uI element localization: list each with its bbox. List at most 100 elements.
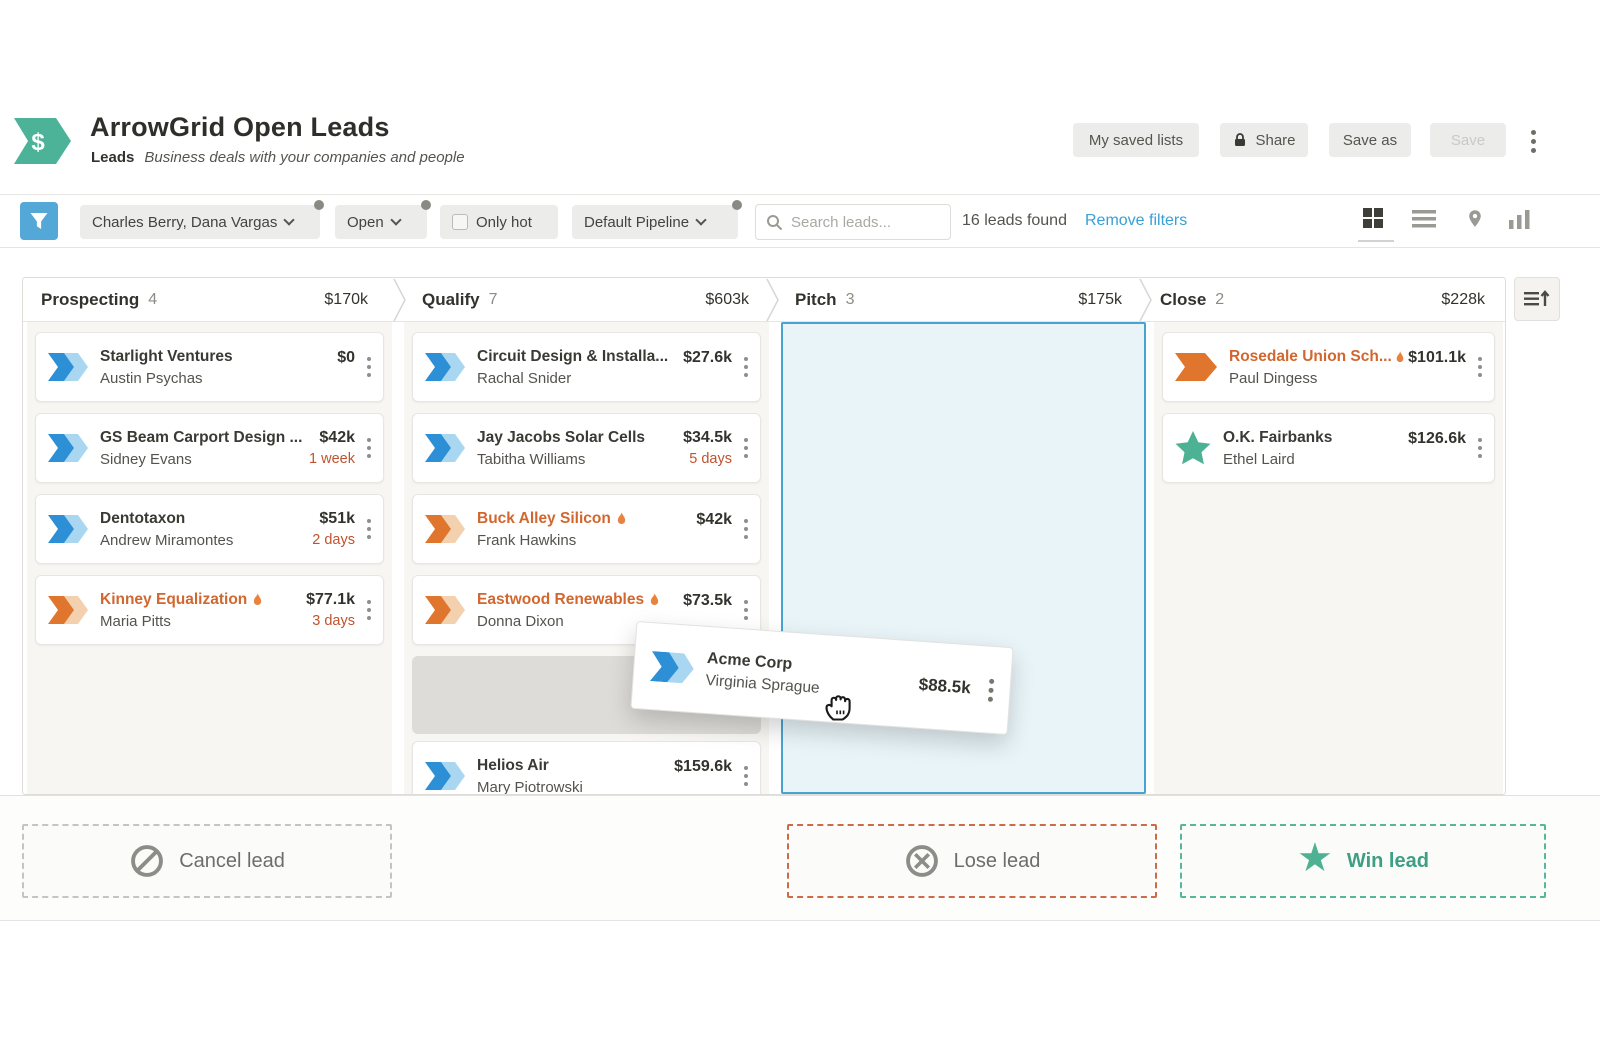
lead-age: [696, 533, 732, 548]
dragged-lead-card-acme-corp[interactable]: Acme Corp Virginia Sprague $88.5k: [630, 620, 1014, 736]
card-menu-button[interactable]: [742, 762, 750, 790]
only-hot-label: Only hot: [476, 213, 532, 231]
lead-value: $159.6k: [674, 757, 732, 775]
card-menu-button[interactable]: [365, 515, 373, 543]
card-menu-button[interactable]: [742, 353, 750, 381]
lose-lead-dropzone[interactable]: Lose lead: [787, 824, 1157, 898]
column-count: 3: [845, 291, 855, 308]
lead-card-starlight-ventures[interactable]: Starlight Ventures Austin Psychas $0: [35, 332, 384, 402]
lead-arrow-icon: [425, 353, 465, 381]
lead-company[interactable]: Rosedale Union Sch...: [1229, 347, 1392, 365]
status-filter-dropdown[interactable]: Open: [335, 200, 431, 239]
board-header: Prospecting 4 $170k Qualify 7 $603k Pitc…: [23, 278, 1505, 322]
lead-contact: Andrew Miramontes: [100, 531, 234, 549]
share-label: Share: [1255, 131, 1296, 149]
lead-contact: Sidney Evans: [100, 450, 192, 468]
lead-age: 2 days: [312, 532, 355, 548]
card-menu-button[interactable]: [742, 596, 750, 624]
list-view-toggle[interactable]: [1412, 209, 1436, 233]
funnel-icon: [30, 213, 48, 229]
column-total: $175k: [1078, 291, 1122, 308]
lead-card-dentotaxon[interactable]: Dentotaxon Andrew Miramontes $51k 2 days: [35, 494, 384, 564]
sort-ascending-icon: [1524, 290, 1550, 306]
sort-button[interactable]: [1514, 277, 1560, 321]
owners-filter-dropdown[interactable]: Charles Berry, Dana Vargas: [80, 200, 324, 239]
lead-card-ok-fairbanks[interactable]: O.K. Fairbanks Ethel Laird $126.6k: [1162, 413, 1495, 483]
map-view-toggle[interactable]: [1466, 206, 1484, 236]
card-menu-button[interactable]: [742, 434, 750, 462]
won-star-icon: [1175, 431, 1211, 465]
lead-card-rosedale-union[interactable]: Rosedale Union Sch... Paul Dingess $101.1…: [1162, 332, 1495, 402]
only-hot-checkbox[interactable]: [452, 214, 468, 230]
save-as-button[interactable]: Save as: [1329, 123, 1411, 157]
lead-card-helios-air[interactable]: Helios Air Mary Piotrowski $159.6k: [412, 741, 761, 794]
win-lead-dropzone[interactable]: ★ Win lead: [1180, 824, 1546, 898]
lead-company[interactable]: O.K. Fairbanks: [1223, 428, 1333, 446]
lead-company[interactable]: GS Beam Carport Design ...: [100, 428, 303, 446]
column-prospecting: Starlight Ventures Austin Psychas $0 GS B…: [27, 322, 392, 794]
header-overflow-menu-button[interactable]: [1531, 130, 1536, 153]
filter-button[interactable]: [20, 202, 58, 240]
lead-company[interactable]: Buck Alley Silicon: [477, 509, 611, 527]
report-view-toggle[interactable]: [1508, 209, 1532, 234]
column-close: Rosedale Union Sch... Paul Dingess $101.1…: [1154, 322, 1503, 794]
lead-value: $77.1k: [306, 591, 355, 608]
lead-value: $101.1k: [1408, 348, 1466, 366]
search-box[interactable]: [755, 204, 951, 240]
results-count: 16 leads found: [962, 212, 1067, 229]
cancel-lead-dropzone[interactable]: Cancel lead: [22, 824, 392, 898]
my-saved-lists-button[interactable]: My saved lists: [1073, 123, 1199, 157]
lead-arrow-icon: [48, 515, 88, 543]
lead-card-jay-jacobs[interactable]: Jay Jacobs Solar Cells Tabitha Williams $…: [412, 413, 761, 483]
lead-value: $88.5k: [918, 674, 972, 698]
card-menu-button[interactable]: [365, 353, 373, 381]
flame-icon: [1396, 351, 1404, 363]
lead-contact: Rachal Snider: [477, 369, 572, 387]
lead-value: $42k: [696, 510, 732, 528]
board-view-toggle[interactable]: [1362, 207, 1384, 234]
lead-company[interactable]: Dentotaxon: [100, 509, 186, 527]
grab-hand-cursor: [822, 688, 858, 729]
column-header-close: Close 2 $228k: [1142, 278, 1505, 322]
column-name: Pitch: [795, 290, 837, 309]
lead-company[interactable]: Eastwood Renewables: [477, 590, 645, 608]
lead-contact: Ethel Laird: [1223, 450, 1295, 468]
card-menu-button[interactable]: [1476, 353, 1484, 381]
card-menu-button[interactable]: [365, 434, 373, 462]
lead-company[interactable]: Starlight Ventures: [100, 347, 233, 365]
card-menu-button[interactable]: [365, 596, 373, 624]
lead-company[interactable]: Kinney Equalization: [100, 590, 248, 608]
lead-card-kinney-equalization[interactable]: Kinney Equalization Maria Pitts $77.1k 3 d…: [35, 575, 384, 645]
pipeline-filter-dropdown[interactable]: Default Pipeline: [572, 200, 742, 239]
save-button[interactable]: Save: [1430, 123, 1506, 157]
remove-filters-link[interactable]: Remove filters: [1085, 212, 1188, 229]
lead-card-buck-alley[interactable]: Buck Alley Silicon Frank Hawkins $42k: [412, 494, 761, 564]
column-name: Close: [1160, 290, 1207, 309]
search-icon: [767, 214, 783, 230]
share-button[interactable]: Share: [1220, 123, 1308, 157]
divider: [0, 247, 1600, 248]
app-logo-dollar-flag-icon: $: [14, 118, 72, 169]
lock-icon: [1235, 133, 1246, 146]
lead-age: [674, 780, 732, 795]
status-filter-value: Open: [347, 213, 384, 231]
filter-active-badge: [732, 200, 742, 210]
svg-text:$: $: [31, 129, 45, 156]
lead-card-circuit-design[interactable]: Circuit Design & Installa... Rachal Snide…: [412, 332, 761, 402]
lead-company[interactable]: Acme Corp: [706, 649, 793, 673]
lead-age: 5 days: [689, 451, 732, 467]
lead-company[interactable]: Circuit Design & Installa...: [477, 347, 669, 365]
search-input[interactable]: [791, 213, 931, 231]
lead-company[interactable]: Jay Jacobs Solar Cells: [477, 428, 646, 446]
lead-company[interactable]: Helios Air: [477, 756, 549, 774]
card-menu-button[interactable]: [1476, 434, 1484, 462]
lead-age: [1395, 371, 1466, 386]
column-separator-chevron: [766, 278, 779, 322]
lead-card-gs-beam[interactable]: GS Beam Carport Design ... Sidney Evans $…: [35, 413, 384, 483]
only-hot-filter[interactable]: Only hot: [440, 205, 558, 239]
lead-arrow-icon: [425, 596, 465, 624]
filter-active-badge: [421, 200, 431, 210]
card-menu-button[interactable]: [742, 515, 750, 543]
chevron-down-icon: [283, 214, 296, 226]
card-menu-button[interactable]: [986, 674, 997, 706]
